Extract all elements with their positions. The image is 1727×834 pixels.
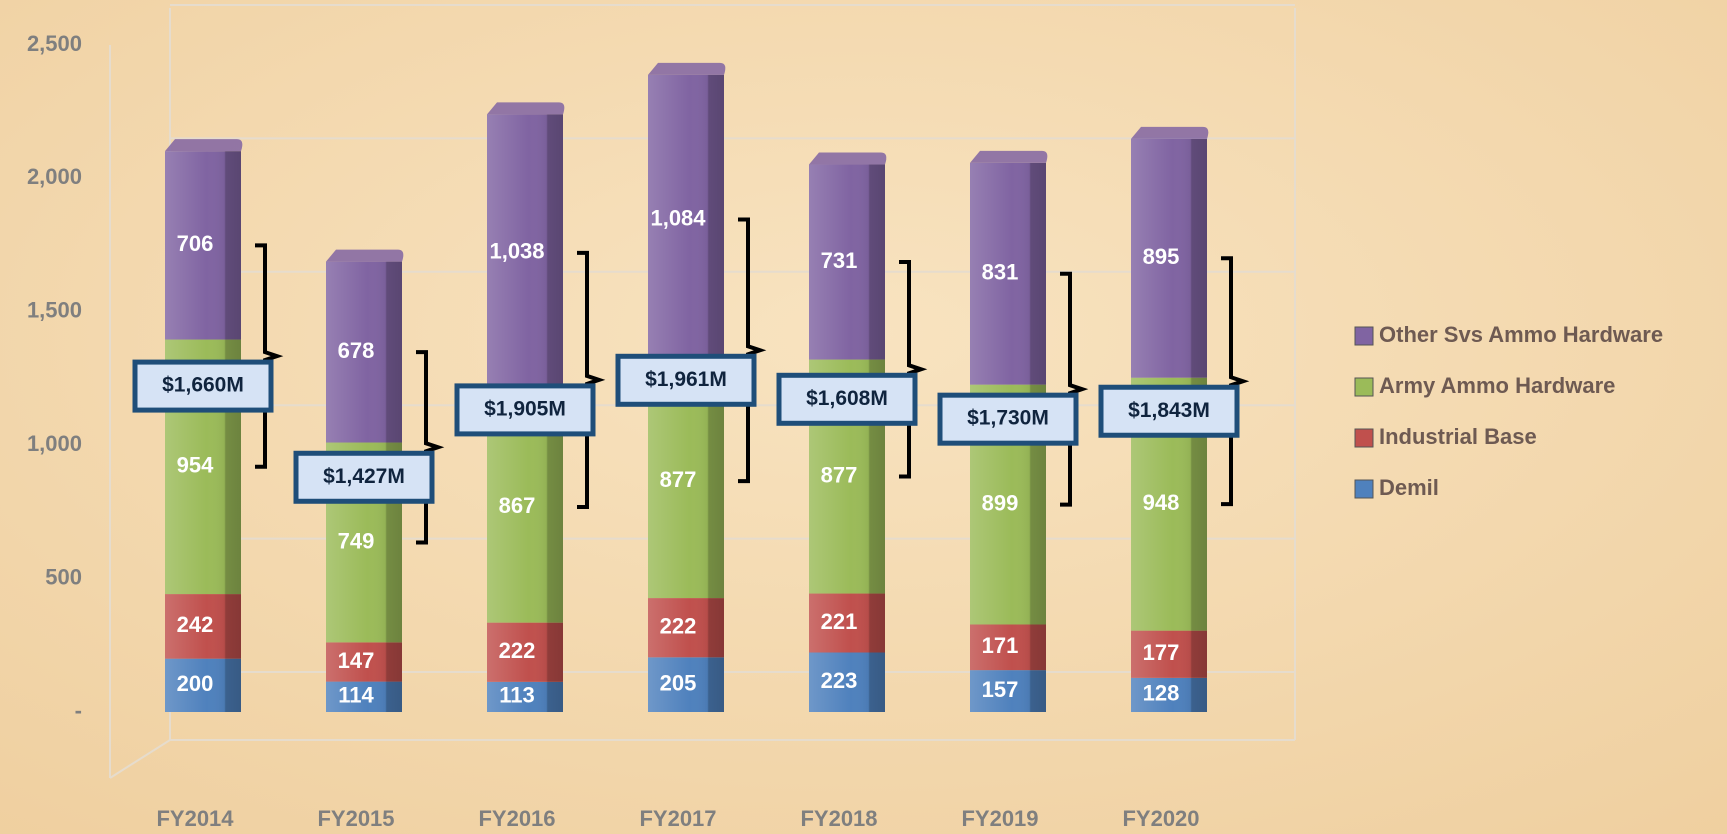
legend-swatch xyxy=(1354,377,1374,397)
value-label: 128 xyxy=(1143,681,1180,706)
x-tick-label: FY2018 xyxy=(800,806,877,831)
x-tick-label: FY2015 xyxy=(317,806,394,831)
legend-label: Industrial Base xyxy=(1379,424,1537,449)
value-label: 867 xyxy=(499,493,536,518)
bar-shade xyxy=(326,261,402,443)
legend-label: Army Ammo Hardware xyxy=(1379,373,1615,398)
legend-swatch xyxy=(1354,479,1374,499)
bar-shade xyxy=(1131,677,1207,712)
x-tick-label: FY2017 xyxy=(639,806,716,831)
bar-shade xyxy=(165,151,241,340)
annotation-label: $1,608M xyxy=(806,387,888,410)
bar-shade xyxy=(648,598,724,658)
bracket xyxy=(1060,271,1089,507)
value-label: 831 xyxy=(982,260,1019,285)
value-label: 222 xyxy=(660,614,697,639)
bar-shade xyxy=(165,594,241,659)
bar-shade xyxy=(1131,630,1207,678)
value-label: 222 xyxy=(499,638,536,663)
bar-shade xyxy=(648,657,724,712)
bar-cap xyxy=(809,152,887,165)
bar-shade xyxy=(809,593,885,653)
value-label: 171 xyxy=(982,633,1019,658)
y-tick-label: 500 xyxy=(45,564,82,589)
bracket xyxy=(899,260,928,479)
value-label: 157 xyxy=(982,677,1019,702)
bar-shade xyxy=(970,624,1046,671)
value-label: 877 xyxy=(660,467,697,492)
bar-shade xyxy=(970,670,1046,712)
bracket xyxy=(577,250,606,509)
value-label: 749 xyxy=(338,528,375,553)
value-label: 147 xyxy=(338,648,375,673)
value-label: 895 xyxy=(1143,244,1180,269)
bar-shade xyxy=(809,164,885,360)
bar-cap xyxy=(1131,126,1209,139)
legend-swatch xyxy=(1354,326,1374,346)
bracket xyxy=(255,243,284,469)
bar-shade xyxy=(326,642,402,682)
annotation-box xyxy=(1098,384,1240,438)
annotation-label: $1,905M xyxy=(484,397,566,420)
bar-shade xyxy=(809,652,885,712)
annotation-label: $1,427M xyxy=(323,465,405,488)
annotation-label: $1,660M xyxy=(162,374,244,397)
value-label: 877 xyxy=(821,462,858,487)
value-label: 706 xyxy=(177,231,214,256)
y-tick-label: 2,000 xyxy=(27,164,82,189)
value-label: 731 xyxy=(821,248,858,273)
bar-shade xyxy=(648,74,724,365)
value-label: 114 xyxy=(338,683,374,708)
bar-shade xyxy=(487,681,563,712)
bracket xyxy=(1221,256,1250,507)
legend-swatch xyxy=(1354,428,1374,448)
annotation-box xyxy=(937,392,1079,446)
bar-shade xyxy=(165,658,241,712)
annotation-box xyxy=(132,359,274,413)
bar-cap xyxy=(487,102,565,115)
value-label: 113 xyxy=(499,683,535,708)
value-label: 221 xyxy=(821,609,858,634)
annotation-label: $1,961M xyxy=(645,368,727,391)
value-label: 177 xyxy=(1143,640,1180,665)
bar-shade xyxy=(970,162,1046,385)
value-label: 1,038 xyxy=(489,239,544,264)
value-label: 948 xyxy=(1143,490,1180,515)
x-tick-label: FY2020 xyxy=(1122,806,1199,831)
bar-cap xyxy=(165,139,243,152)
bar-cap xyxy=(648,62,726,75)
annotation-box xyxy=(293,450,435,504)
y-tick-label: - xyxy=(75,698,82,723)
value-label: 242 xyxy=(177,612,214,637)
value-label: 200 xyxy=(177,671,214,696)
y-tick-label: 1,500 xyxy=(27,298,82,323)
value-label: 954 xyxy=(177,453,214,478)
x-tick-label: FY2019 xyxy=(961,806,1038,831)
value-label: 899 xyxy=(982,490,1019,515)
value-label: 223 xyxy=(821,668,858,693)
x-tick-label: FY2016 xyxy=(478,806,555,831)
bar-shade xyxy=(326,681,402,712)
bar-cap xyxy=(970,150,1048,163)
bracket xyxy=(738,217,767,484)
annotation-label: $1,730M xyxy=(967,407,1049,430)
legend-label: Demil xyxy=(1379,475,1439,500)
annotation-box xyxy=(776,372,918,426)
bar-shade xyxy=(487,114,563,392)
y-tick-label: 2,500 xyxy=(27,31,82,56)
value-label: 205 xyxy=(660,670,697,695)
bar-shade xyxy=(1131,138,1207,378)
annotation-box xyxy=(454,383,596,437)
bar-cap xyxy=(326,249,404,262)
annotation-box xyxy=(615,353,757,407)
legend-label: Other Svs Ammo Hardware xyxy=(1379,322,1663,347)
bar-shade xyxy=(487,622,563,682)
value-label: 678 xyxy=(338,338,375,363)
annotation-label: $1,843M xyxy=(1128,399,1210,422)
x-tick-label: FY2014 xyxy=(156,806,234,831)
bracket xyxy=(416,350,445,545)
y-tick-label: 1,000 xyxy=(27,431,82,456)
value-label: 1,084 xyxy=(650,205,706,230)
